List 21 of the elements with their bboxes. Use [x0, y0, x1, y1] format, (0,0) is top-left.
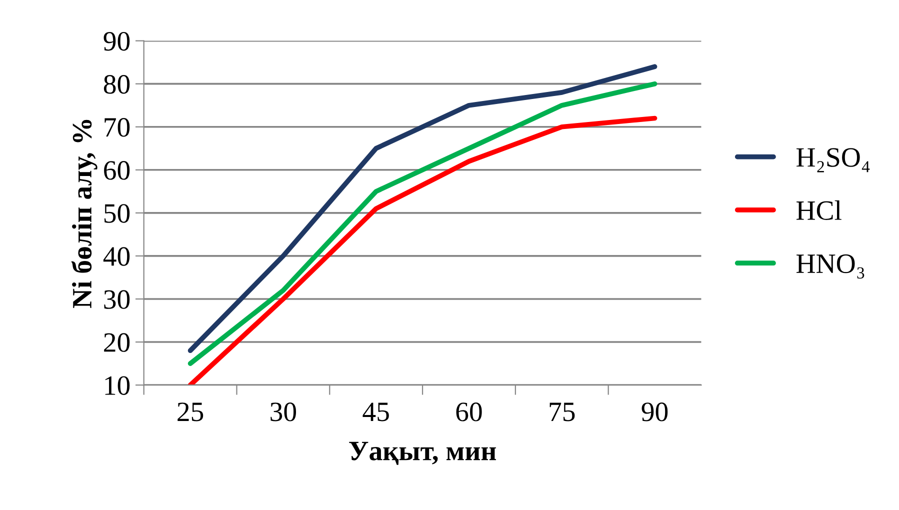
legend-label: HNO₃: [796, 254, 864, 279]
x-axis-title: Уақыт, мин: [349, 442, 496, 465]
x-tick-label: 30: [270, 402, 296, 422]
y-axis-title: Ni бөліп алу, %: [71, 120, 98, 308]
x-tick-label: 90: [642, 402, 668, 422]
legend-label: H₂SO₄: [796, 148, 870, 172]
y-tick-label: 40: [103, 247, 130, 266]
line-series: [188, 116, 658, 386]
x-tick-label: 75: [550, 402, 575, 422]
x-tick-label: 45: [362, 402, 389, 422]
y-tick-label: 60: [104, 161, 130, 180]
y-tick-label: 70: [104, 118, 130, 137]
y-tick-label: 80: [104, 74, 130, 94]
y-tick-label: 90: [104, 32, 130, 51]
y-tick-label: 10: [105, 376, 130, 395]
x-tick-label: 25: [178, 402, 204, 422]
legend-label: HCl: [796, 200, 842, 220]
x-tick-label: 60: [456, 402, 482, 422]
y-tick-label: 20: [104, 333, 130, 352]
y-tick-label: 50: [104, 204, 130, 223]
y-tick-label: 30: [104, 290, 130, 309]
